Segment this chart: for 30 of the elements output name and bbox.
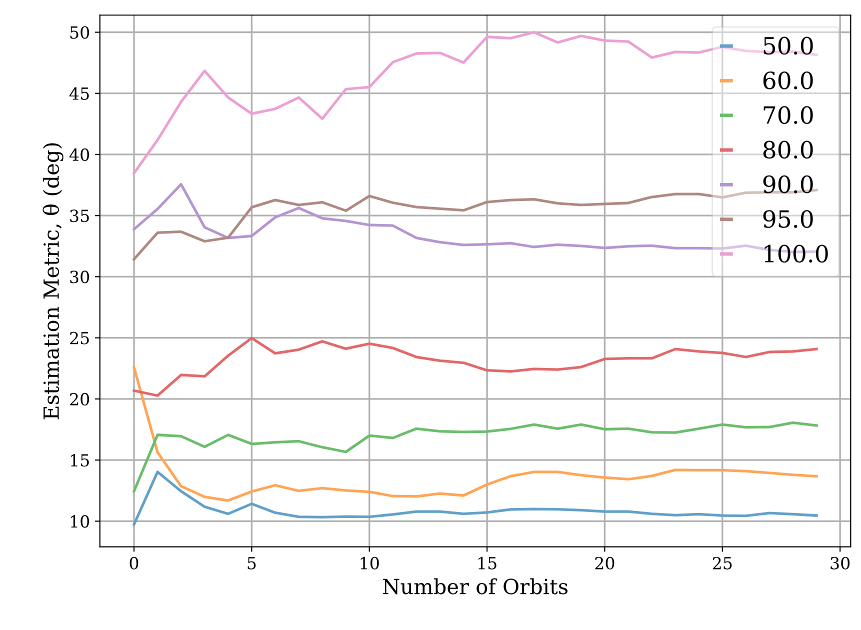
legend-label: 70.0 xyxy=(764,106,813,124)
y-axis-title: Estimation Metric, θ (deg) xyxy=(42,143,64,420)
x-tick-label: 30 xyxy=(830,556,850,570)
y-tick-label: 40 xyxy=(69,148,90,162)
x-tick-label: 5 xyxy=(248,557,256,570)
y-tick-label: 35 xyxy=(70,210,89,222)
x-tick-label: 25 xyxy=(712,556,732,570)
legend-label: 80.0 xyxy=(763,140,813,159)
x-tick-label: 0 xyxy=(130,556,138,570)
y-tick-label: 30 xyxy=(70,270,90,284)
x-tick-label: 15 xyxy=(478,556,496,570)
legend-label: 50.0 xyxy=(764,36,813,55)
legend-label: 95.0 xyxy=(763,210,813,228)
x-tick-label: 20 xyxy=(595,556,614,570)
line-series xyxy=(132,421,818,493)
y-tick-label: 15 xyxy=(70,454,89,467)
y-tick-label: 45 xyxy=(69,87,89,100)
y-tick-label: 10 xyxy=(70,515,90,528)
y-tick-label: 25 xyxy=(70,332,89,344)
y-tick-label: 20 xyxy=(70,392,90,406)
line-series xyxy=(132,366,818,502)
line-series xyxy=(132,336,818,397)
legend-label: 60.0 xyxy=(763,71,813,90)
x-tick-label: 10 xyxy=(360,556,379,570)
y-tick-label: 50 xyxy=(70,26,90,39)
legend-label: 100.0 xyxy=(764,244,828,263)
line-series xyxy=(132,470,818,526)
x-axis-title: Number of Orbits xyxy=(382,578,568,594)
legend-label: 90.0 xyxy=(763,175,813,194)
line-series xyxy=(132,30,818,175)
